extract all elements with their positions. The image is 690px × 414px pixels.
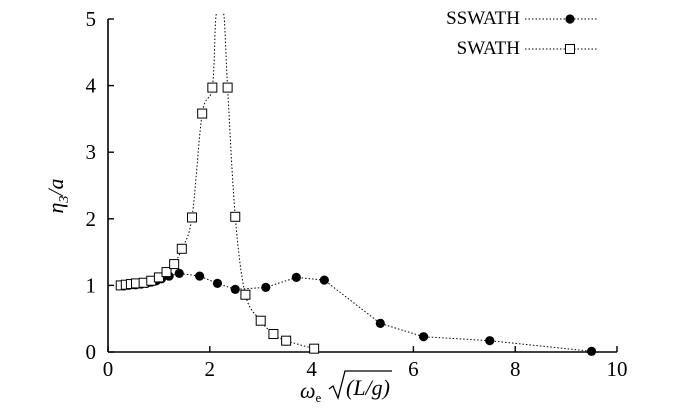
point-swath-18 <box>281 335 292 346</box>
x-label-subscript: e <box>316 390 322 405</box>
legend-marker-sswath <box>565 14 575 24</box>
legend: SSWATH SWATH <box>446 8 597 59</box>
x-label-omega-char: ω <box>300 378 316 403</box>
point-swath-6 <box>153 272 164 283</box>
y-axis-label: η3/a <box>43 178 72 213</box>
series-line-sswath <box>135 272 592 352</box>
ticks: 0 2 4 6 8 10 0 1 2 3 4 5 <box>86 7 628 381</box>
point-swath-19 <box>309 343 320 354</box>
legend-label-sswath: SSWATH <box>446 8 520 29</box>
point-swath-15 <box>240 289 251 300</box>
series-lines <box>120 13 592 352</box>
series-line-swath <box>120 13 315 350</box>
x-label-argument: (L/g) <box>346 375 390 400</box>
point-swath-17 <box>268 329 279 340</box>
point-sswath-11 <box>261 282 271 292</box>
x-label-omega: ωe <box>300 378 322 405</box>
y-tick-label-2: 2 <box>86 207 97 231</box>
point-swath-16 <box>255 315 266 326</box>
y-tick-label-3: 3 <box>86 140 97 164</box>
point-sswath-8 <box>195 271 205 281</box>
y-tick-label-0: 0 <box>86 340 97 364</box>
x-tick-label-3: 6 <box>408 357 419 381</box>
series-markers <box>115 82 597 356</box>
point-sswath-7 <box>174 268 184 279</box>
point-swath-13 <box>222 82 233 93</box>
x-tick-label-5: 10 <box>607 357 628 381</box>
point-swath-8 <box>169 259 180 270</box>
legend-label-swath: SWATH <box>457 38 521 59</box>
point-swath-10 <box>186 212 197 223</box>
point-sswath-9 <box>212 278 223 289</box>
point-swath-14 <box>230 211 241 222</box>
sqrt-symbol <box>328 370 392 401</box>
y-label-rest: /a <box>43 178 68 197</box>
point-swath-9 <box>176 243 187 254</box>
y-tick-label-1: 1 <box>86 273 97 297</box>
point-sswath-15 <box>418 332 429 342</box>
x-tick-label-2: 4 <box>306 357 317 381</box>
x-axis-label: ωe (L/g) <box>300 370 392 405</box>
point-sswath-13 <box>319 275 329 285</box>
y-label-subscript: 3 <box>57 196 72 204</box>
point-swath-7 <box>161 267 172 278</box>
point-swath-12 <box>207 82 218 93</box>
axes <box>107 19 617 353</box>
x-tick-label-1: 2 <box>205 357 216 381</box>
y-tick-label-4: 4 <box>86 74 97 98</box>
x-tick-label-0: 0 <box>103 357 114 381</box>
y-tick-label-5: 5 <box>86 7 97 31</box>
point-sswath-16 <box>485 336 495 346</box>
point-sswath-17 <box>586 346 597 356</box>
x-tick-label-4: 8 <box>510 357 521 381</box>
y-label-eta: η <box>43 203 68 214</box>
legend-marker-swath <box>565 44 575 54</box>
point-sswath-14 <box>375 318 385 328</box>
point-sswath-10 <box>230 284 240 294</box>
point-sswath-12 <box>291 272 301 283</box>
point-swath-11 <box>197 108 208 119</box>
